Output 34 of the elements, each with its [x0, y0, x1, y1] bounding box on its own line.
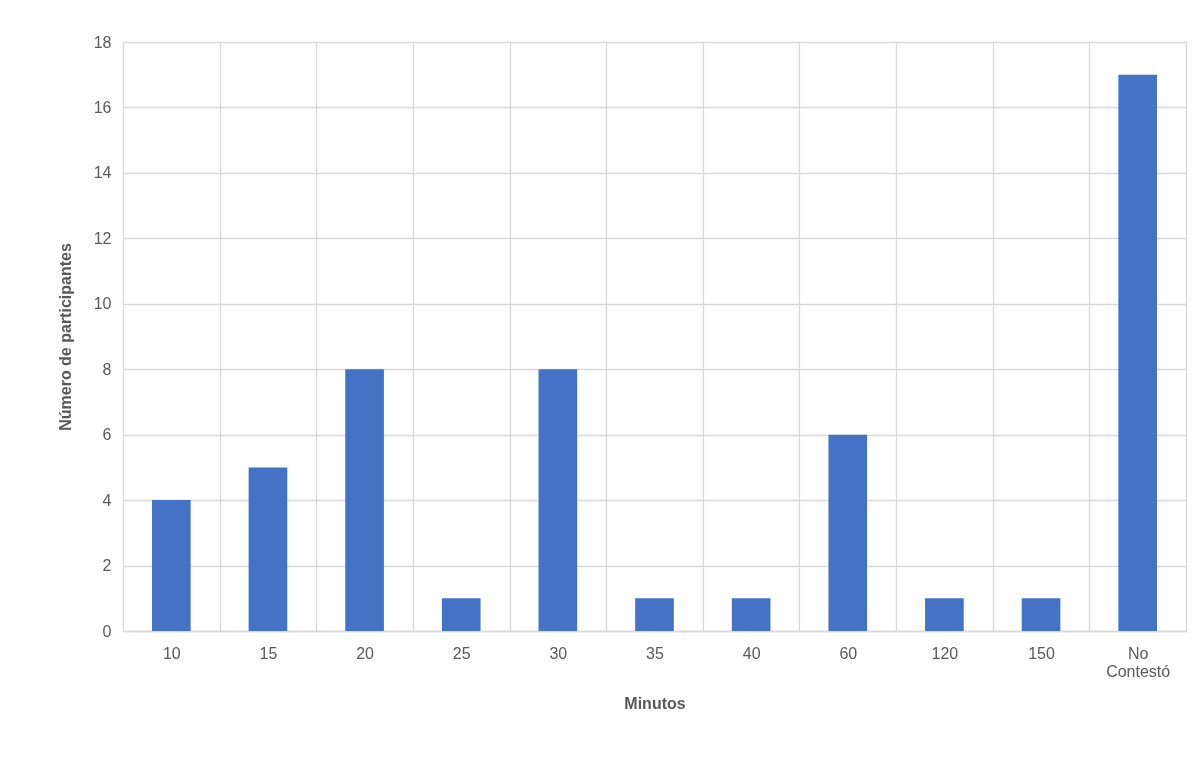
y-tick-label: 10 [93, 295, 112, 313]
bar [1118, 74, 1158, 631]
y-tick-label: 18 [93, 33, 112, 51]
bar [441, 598, 481, 631]
x-tick-label: No Contestó [1106, 644, 1171, 680]
y-tick-label: 14 [93, 164, 112, 182]
x-tick-label: 40 [742, 644, 761, 662]
x-tick-label: 10 [162, 644, 181, 662]
bar [248, 467, 288, 631]
bar [151, 500, 191, 631]
y-tick-label: 4 [102, 491, 112, 509]
y-tick-label: 8 [102, 360, 112, 378]
x-tick-label: 60 [839, 644, 858, 662]
y-tick-label: 12 [93, 229, 112, 247]
y-tick-label: 0 [102, 622, 112, 640]
x-tick-label: 20 [356, 644, 375, 662]
bar [345, 369, 384, 631]
bar [635, 598, 674, 631]
bar [828, 434, 868, 631]
bar [925, 598, 964, 631]
bar [731, 598, 771, 631]
x-tick-label: 150 [1028, 644, 1055, 662]
x-tick-label: 15 [259, 644, 278, 662]
y-axis-title: Número de participantes [56, 243, 74, 431]
bar [1021, 598, 1061, 631]
x-tick-label: 35 [646, 644, 664, 662]
y-tick-label: 16 [93, 98, 112, 116]
bar [538, 369, 578, 631]
x-axis-title: Minutos [624, 694, 686, 712]
y-tick-label: 6 [102, 426, 112, 444]
x-tick-label: 25 [452, 644, 471, 662]
x-tick-label: 120 [931, 644, 959, 662]
x-tick-label: 30 [549, 644, 568, 662]
y-tick-label: 2 [102, 557, 112, 575]
